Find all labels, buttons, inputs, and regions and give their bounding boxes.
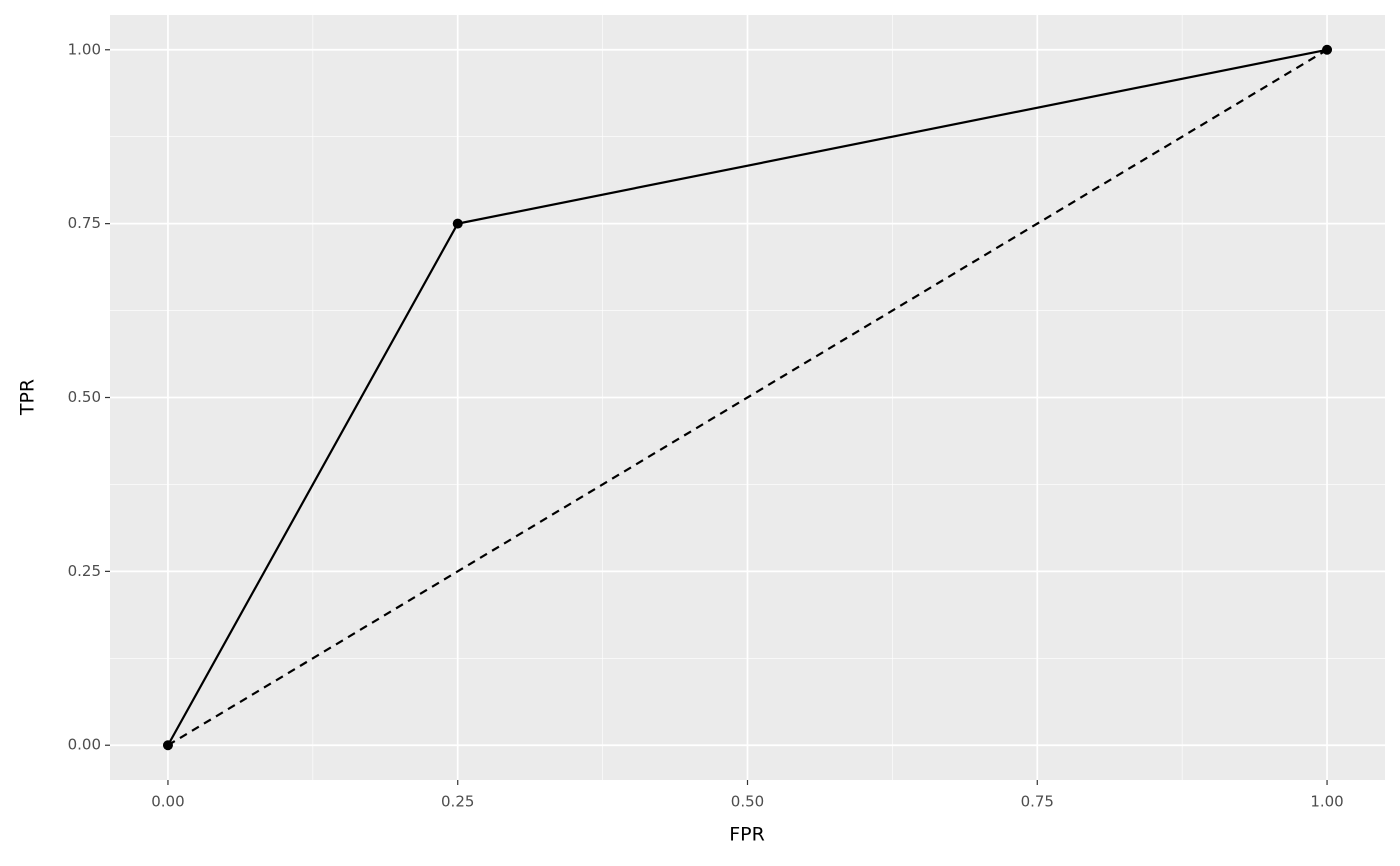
- y-tick-label: 0.00: [68, 736, 101, 754]
- x-tick-label: 0.50: [731, 793, 764, 811]
- y-axis-title: TPR: [17, 379, 39, 416]
- y-tick-label: 0.75: [68, 214, 101, 232]
- point: [452, 218, 463, 229]
- x-tick-label: 0.00: [151, 793, 184, 811]
- x-tick-label: 1.00: [1310, 793, 1343, 811]
- y-tick-label: 0.25: [68, 562, 101, 580]
- x-tick-label: 0.75: [1021, 793, 1054, 811]
- x-tick-label: 0.25: [441, 793, 474, 811]
- y-tick-label: 1.00: [68, 40, 101, 58]
- x-axis-title: FPR: [729, 824, 765, 846]
- y-tick-label: 0.50: [68, 388, 101, 406]
- reference-line: [167, 48, 1328, 747]
